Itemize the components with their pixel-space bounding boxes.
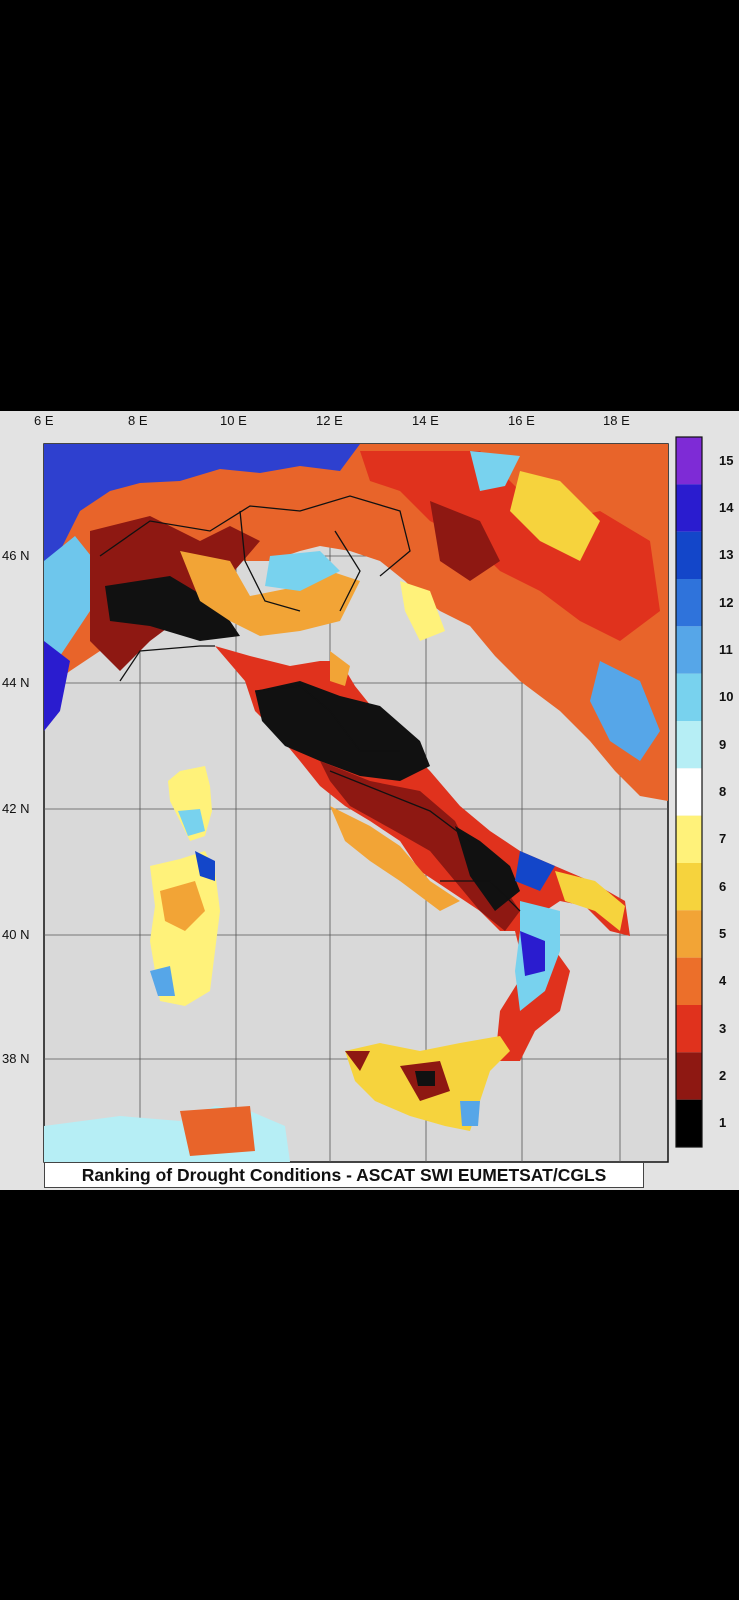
legend-swatch xyxy=(676,1052,702,1100)
legend-label: 1 xyxy=(719,1115,727,1131)
legend-swatch xyxy=(676,1099,702,1147)
legend-swatch xyxy=(676,1005,702,1053)
latitude-label: 44 N xyxy=(2,675,30,690)
legend-label: 7 xyxy=(719,831,727,847)
legend-label: 5 xyxy=(719,926,727,941)
legend-swatch xyxy=(676,437,702,485)
drought-map xyxy=(43,436,703,1163)
legend-label: 12 xyxy=(719,594,734,610)
latitude-label: 42 N xyxy=(2,801,30,816)
legend-swatch xyxy=(676,721,702,769)
land-north-europe xyxy=(44,444,668,801)
legend-label: 14 xyxy=(719,500,734,515)
legend-swatch xyxy=(676,863,702,911)
region-borders xyxy=(99,495,521,912)
legend-swatch xyxy=(676,957,702,1005)
longitude-label: 6 E xyxy=(34,413,54,428)
land-corsica xyxy=(168,766,212,841)
legend-label: 11 xyxy=(719,642,733,657)
legend-label: 8 xyxy=(719,784,727,799)
legend-label: 6 xyxy=(719,878,727,894)
land-sardinia xyxy=(150,851,220,1006)
legend-label: 4 xyxy=(719,973,727,989)
longitude-label: 14 E xyxy=(412,413,439,428)
legend-label: 10 xyxy=(719,689,734,705)
legend-label: 2 xyxy=(719,1068,727,1083)
drought-map-figure: 6 E 8 E 10 E 12 E 14 E 16 E 18 E 46 N 44… xyxy=(0,411,739,1190)
legend-label: 3 xyxy=(719,1020,727,1036)
latitude-label: 38 N xyxy=(2,1051,30,1066)
legend-swatch xyxy=(676,579,702,627)
legend-label: 13 xyxy=(719,547,734,563)
legend-swatch xyxy=(676,910,702,958)
legend-label: 9 xyxy=(719,736,727,752)
land-italy-peninsula xyxy=(215,646,630,1061)
legend-colorbar xyxy=(676,437,702,1147)
latitude-label: 46 N xyxy=(2,548,30,563)
longitude-label: 10 E xyxy=(220,413,247,428)
land-north-africa xyxy=(44,1106,290,1162)
legend-swatch xyxy=(676,484,702,532)
legend-swatch xyxy=(676,531,702,579)
land-sicily xyxy=(345,1036,510,1131)
latitude-label: 40 N xyxy=(2,927,30,942)
longitude-label: 18 E xyxy=(603,413,630,428)
longitude-label: 16 E xyxy=(508,413,535,428)
legend-swatch xyxy=(676,815,702,863)
longitude-label: 8 E xyxy=(128,413,148,428)
legend-swatch xyxy=(676,626,702,674)
legend-swatch xyxy=(676,768,702,816)
map-caption: Ranking of Drought Conditions - ASCAT SW… xyxy=(44,1162,644,1188)
legend-label: 15 xyxy=(719,452,734,468)
legend-frame xyxy=(675,436,703,1148)
longitude-label: 12 E xyxy=(316,413,343,428)
legend-swatch xyxy=(676,673,702,721)
